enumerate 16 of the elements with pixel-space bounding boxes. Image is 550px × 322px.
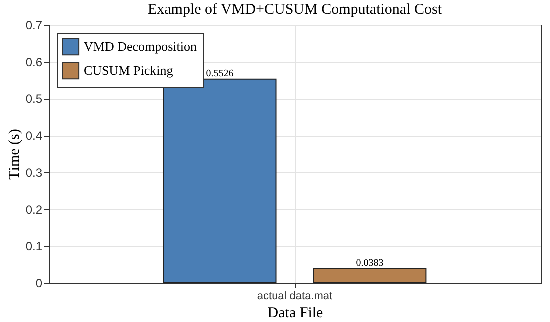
data-label: 0.5526 (206, 68, 234, 80)
chart-title: Example of VMD+CUSUM Computational Cost (148, 2, 443, 18)
legend-label: VMD Decomposition (84, 39, 198, 54)
legend-label: CUSUM Picking (84, 63, 174, 78)
y-tick-label: 0.7 (26, 18, 43, 32)
x-axis-title: Data File (268, 306, 324, 322)
y-axis-title: Time (s) (6, 129, 23, 180)
y-tick-label: 0.5 (26, 92, 43, 106)
y-tick-label: 0 (36, 276, 43, 290)
y-tick-label: 0.1 (26, 240, 43, 254)
y-tick-label: 0.6 (26, 55, 43, 70)
x-tick-label: actual data.mat (257, 290, 333, 302)
y-tick-label: 0.3 (26, 166, 43, 180)
y-tick-label: 0.2 (26, 202, 43, 217)
data-label: 0.0383 (356, 258, 384, 269)
y-tick-label: 0.4 (26, 129, 43, 144)
